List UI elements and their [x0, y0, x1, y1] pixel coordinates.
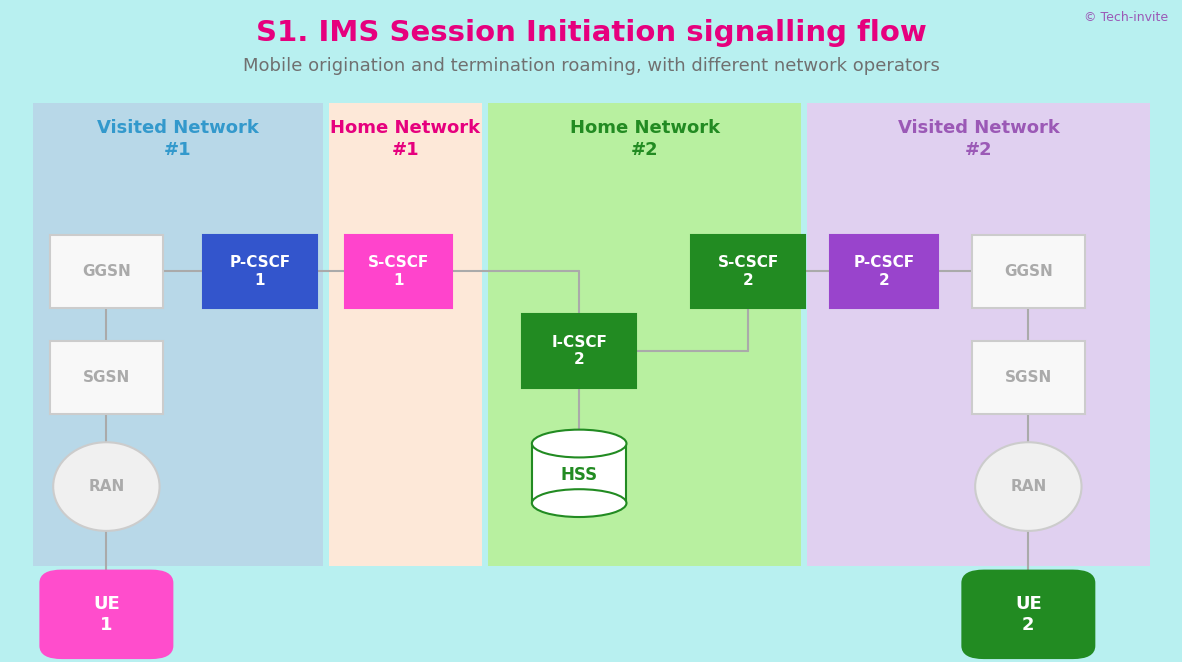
FancyBboxPatch shape — [345, 235, 453, 308]
Text: SGSN: SGSN — [1005, 370, 1052, 385]
Text: Visited Network
#1: Visited Network #1 — [97, 119, 259, 160]
Text: GGSN: GGSN — [82, 264, 131, 279]
Text: RAN: RAN — [1011, 479, 1046, 494]
Text: UE
1: UE 1 — [93, 595, 119, 634]
Text: SGSN: SGSN — [83, 370, 130, 385]
Text: P-CSCF
2: P-CSCF 2 — [853, 256, 915, 287]
FancyBboxPatch shape — [972, 235, 1085, 308]
Text: UE
2: UE 2 — [1015, 595, 1041, 634]
FancyBboxPatch shape — [830, 235, 939, 308]
FancyBboxPatch shape — [532, 444, 626, 503]
Text: S1. IMS Session Initiation signalling flow: S1. IMS Session Initiation signalling fl… — [255, 19, 927, 47]
Text: GGSN: GGSN — [1004, 264, 1053, 279]
Ellipse shape — [532, 430, 626, 457]
Ellipse shape — [53, 442, 160, 531]
FancyBboxPatch shape — [50, 340, 163, 414]
FancyBboxPatch shape — [40, 571, 173, 658]
FancyBboxPatch shape — [691, 235, 805, 308]
FancyBboxPatch shape — [33, 103, 323, 566]
FancyBboxPatch shape — [522, 314, 636, 388]
FancyBboxPatch shape — [962, 571, 1095, 658]
FancyBboxPatch shape — [972, 340, 1085, 414]
Text: © Tech-invite: © Tech-invite — [1084, 11, 1168, 24]
Text: S-CSCF
1: S-CSCF 1 — [368, 256, 429, 287]
Ellipse shape — [532, 489, 626, 517]
Text: Mobile origination and termination roaming, with different network operators: Mobile origination and termination roami… — [242, 57, 940, 75]
Text: S-CSCF
2: S-CSCF 2 — [717, 256, 779, 287]
Text: I-CSCF
2: I-CSCF 2 — [551, 335, 608, 367]
Text: Home Network
#1: Home Network #1 — [330, 119, 481, 160]
Text: RAN: RAN — [89, 479, 124, 494]
Text: P-CSCF
1: P-CSCF 1 — [229, 256, 291, 287]
Ellipse shape — [975, 442, 1082, 531]
FancyBboxPatch shape — [50, 235, 163, 308]
FancyBboxPatch shape — [203, 235, 317, 308]
Text: Home Network
#2: Home Network #2 — [570, 119, 720, 160]
FancyBboxPatch shape — [329, 103, 482, 566]
FancyBboxPatch shape — [488, 103, 801, 566]
Text: Visited Network
#2: Visited Network #2 — [898, 119, 1059, 160]
FancyBboxPatch shape — [807, 103, 1150, 566]
Text: HSS: HSS — [560, 466, 598, 485]
